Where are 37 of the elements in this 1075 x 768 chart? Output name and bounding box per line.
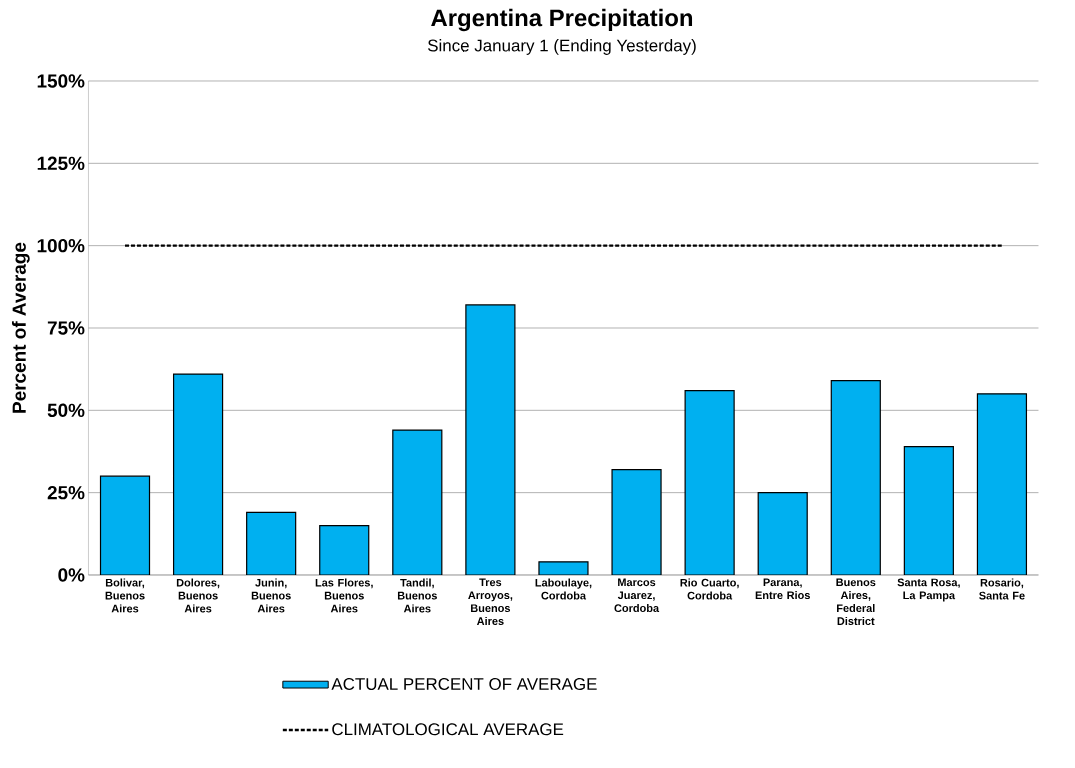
x-tick-label: Tandil, Buenos Aires — [397, 578, 437, 613]
y-tick-label: 25% — [47, 485, 85, 500]
x-tick-label: Bolivar, Buenos Aires — [105, 578, 145, 613]
chart-subtitle: Since January 1 (Ending Yesterday) — [427, 39, 696, 55]
bar — [392, 429, 443, 575]
x-tick-label: Marcos Juarez, Cordoba — [614, 578, 660, 613]
bar — [99, 475, 151, 575]
bar — [246, 511, 297, 575]
bar — [465, 304, 516, 575]
bar — [172, 373, 224, 575]
x-tick-label: Laboulaye, Cordoba — [535, 578, 592, 600]
x-tick-label: Rosario, Santa Fe — [979, 578, 1025, 600]
y-tick-label: 75% — [47, 321, 85, 335]
x-tick-label: Tres Arroyos, Buenos Aires — [468, 578, 513, 626]
y-axis-title: Percent of Average — [11, 242, 30, 413]
bar — [684, 389, 735, 575]
x-tick-label: Santa Rosa, La Pampa — [897, 578, 960, 602]
legend-label: CLIMATOLOGICAL AVERAGE — [332, 723, 564, 736]
chart-title: Argentina Precipitation — [431, 8, 693, 32]
bar — [611, 469, 662, 575]
x-tick-label: Dolores, Buenos Aires — [176, 578, 220, 613]
x-tick-label: Rio Cuarto, Cordoba — [680, 578, 739, 600]
x-tick-label: Junin, Buenos Aires — [251, 578, 291, 613]
y-tick-label: 0% — [58, 568, 85, 582]
legend-label: ACTUAL PERCENT OF AVERAGE — [331, 677, 597, 690]
bar — [319, 524, 370, 575]
bar — [757, 492, 808, 575]
y-tick-label: 50% — [47, 403, 85, 418]
y-tick-label: 100% — [37, 238, 85, 253]
bar — [976, 393, 1028, 575]
x-tick-label: Parana, Entre Rios — [755, 578, 810, 600]
y-tick-label: 125% — [37, 156, 85, 171]
bar — [903, 445, 954, 575]
x-tick-label: Buenos Aires, Federal District — [836, 578, 876, 626]
y-tick-label: 150% — [37, 74, 85, 88]
bar — [830, 380, 881, 575]
x-tick-label: Las Flores, Buenos Aires — [315, 578, 373, 613]
